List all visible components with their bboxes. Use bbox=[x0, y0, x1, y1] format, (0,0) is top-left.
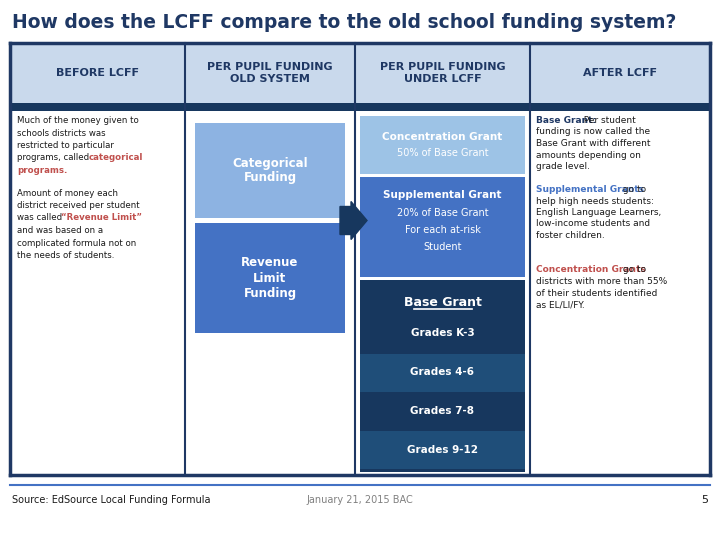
Bar bbox=[360, 177, 525, 277]
Text: Categorical
Funding: Categorical Funding bbox=[232, 157, 308, 185]
Text: was called: was called bbox=[17, 213, 65, 222]
Bar bbox=[530, 43, 710, 103]
Text: Base Grant with different: Base Grant with different bbox=[536, 139, 650, 148]
Text: Supplemental Grants: Supplemental Grants bbox=[536, 185, 644, 194]
Text: grade level.: grade level. bbox=[536, 162, 590, 171]
Bar bbox=[360, 116, 525, 174]
Text: districts with more than 55%: districts with more than 55% bbox=[536, 277, 667, 286]
Text: programs.: programs. bbox=[17, 166, 68, 175]
Text: Grades 4-6: Grades 4-6 bbox=[410, 367, 474, 377]
Text: of their students identified: of their students identified bbox=[536, 288, 657, 298]
Text: Concentration Grant: Concentration Grant bbox=[382, 132, 503, 142]
Text: Much of the money given to: Much of the money given to bbox=[17, 116, 139, 125]
Text: as EL/LI/FY.: as EL/LI/FY. bbox=[536, 300, 585, 309]
Bar bbox=[355, 43, 530, 103]
Text: Per student: Per student bbox=[578, 116, 636, 125]
Text: complicated formula not on: complicated formula not on bbox=[17, 239, 136, 247]
Text: English Language Learners,: English Language Learners, bbox=[536, 208, 661, 217]
Bar bbox=[360, 393, 525, 430]
Text: schools districts was: schools districts was bbox=[17, 129, 106, 138]
Bar bbox=[10, 43, 710, 475]
Text: 20% of Base Grant: 20% of Base Grant bbox=[397, 208, 488, 218]
Text: funding is now called the: funding is now called the bbox=[536, 127, 650, 137]
Text: 50% of Base Grant: 50% of Base Grant bbox=[397, 148, 488, 158]
Text: How does the LCFF compare to the old school funding system?: How does the LCFF compare to the old sch… bbox=[12, 13, 676, 32]
Text: Supplemental Grant: Supplemental Grant bbox=[383, 190, 502, 200]
Text: Source: EdSource Local Funding Formula: Source: EdSource Local Funding Formula bbox=[12, 495, 210, 505]
Text: Grades 7-8: Grades 7-8 bbox=[410, 406, 474, 416]
Bar bbox=[10, 103, 710, 475]
Text: foster children.: foster children. bbox=[536, 231, 605, 240]
Text: restricted to particular: restricted to particular bbox=[17, 141, 114, 150]
Text: amounts depending on: amounts depending on bbox=[536, 151, 641, 159]
Text: district received per student: district received per student bbox=[17, 201, 140, 210]
Text: PER PUPIL FUNDING
UNDER LCFF: PER PUPIL FUNDING UNDER LCFF bbox=[379, 62, 505, 84]
Text: Grades K-3: Grades K-3 bbox=[410, 328, 474, 339]
Bar bbox=[360, 354, 525, 391]
Text: Amount of money each: Amount of money each bbox=[17, 188, 118, 198]
Bar bbox=[10, 43, 185, 103]
Text: programs, called: programs, called bbox=[17, 153, 92, 163]
Bar bbox=[10, 103, 710, 111]
Text: Concentration Grants: Concentration Grants bbox=[536, 266, 646, 274]
Text: January 21, 2015 BAC: January 21, 2015 BAC bbox=[307, 495, 413, 505]
Text: the needs of students.: the needs of students. bbox=[17, 251, 114, 260]
Bar bbox=[360, 315, 525, 353]
Bar bbox=[360, 280, 525, 472]
FancyArrow shape bbox=[340, 201, 367, 240]
Text: go to: go to bbox=[620, 266, 646, 274]
Text: 5: 5 bbox=[701, 495, 708, 505]
Bar bbox=[195, 223, 345, 333]
Text: “Revenue Limit”: “Revenue Limit” bbox=[61, 213, 142, 222]
Text: PER PUPIL FUNDING
OLD SYSTEM: PER PUPIL FUNDING OLD SYSTEM bbox=[207, 62, 333, 84]
Text: BEFORE LCFF: BEFORE LCFF bbox=[56, 68, 139, 78]
Bar bbox=[185, 43, 355, 103]
Text: Grades 9-12: Grades 9-12 bbox=[407, 444, 478, 455]
Text: categorical: categorical bbox=[89, 153, 143, 163]
Text: For each at-risk: For each at-risk bbox=[405, 225, 480, 235]
Bar bbox=[360, 431, 525, 469]
Text: Base Grant:: Base Grant: bbox=[536, 116, 596, 125]
Text: Base Grant: Base Grant bbox=[404, 295, 482, 308]
Text: help high needs students:: help high needs students: bbox=[536, 197, 654, 206]
Text: and was based on a: and was based on a bbox=[17, 226, 103, 235]
Bar bbox=[195, 123, 345, 218]
Text: AFTER LCFF: AFTER LCFF bbox=[583, 68, 657, 78]
Text: go to: go to bbox=[620, 185, 646, 194]
Text: Revenue
Limit
Funding: Revenue Limit Funding bbox=[241, 256, 299, 300]
Text: Student: Student bbox=[423, 242, 462, 252]
Text: low-income students and: low-income students and bbox=[536, 219, 650, 228]
